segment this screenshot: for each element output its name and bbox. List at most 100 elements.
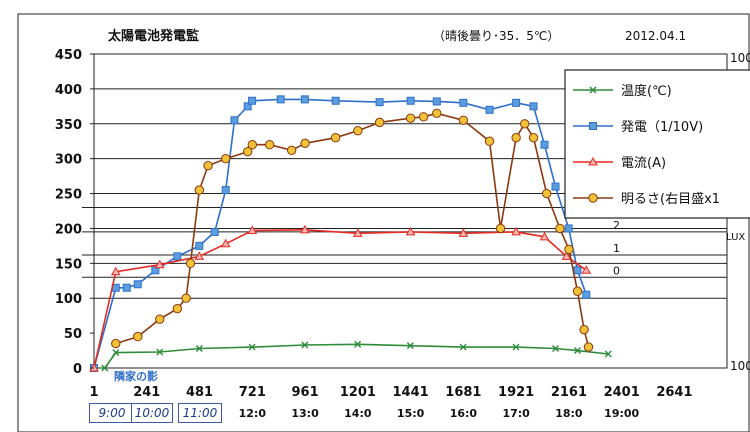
data-point [172, 303, 183, 314]
data-point [195, 241, 204, 250]
data-point [579, 324, 589, 335]
data-point [286, 145, 297, 155]
data-point [604, 350, 612, 358]
data-point [458, 115, 469, 125]
y-tick-label: 300 [55, 153, 82, 168]
x-axis: 1 241 481 721 961 1201 1441 1681 1921 2161 2401 264… [89, 385, 692, 420]
data-point [511, 226, 522, 236]
data-point [151, 266, 160, 275]
time-box-11: 11:00 [178, 403, 222, 423]
data-point [194, 185, 205, 195]
series-group [89, 95, 612, 372]
data-point [528, 133, 539, 143]
data-point [459, 343, 467, 351]
data-point [110, 266, 121, 276]
data-point [155, 314, 165, 324]
legend-item: 温度(℃) [573, 83, 672, 99]
data-point [540, 140, 549, 149]
series-line [115, 112, 590, 348]
data-point [101, 364, 109, 372]
data-point [301, 341, 309, 349]
data-point [564, 244, 574, 255]
time-box-10: 10:00 [131, 403, 173, 423]
x-tick-label: 2641 [656, 385, 692, 400]
data-point [458, 228, 469, 237]
data-point [582, 290, 591, 299]
y-tick-label: 450 [55, 48, 82, 63]
legend-marker [588, 193, 598, 203]
data-point [133, 280, 142, 289]
right-axis-label-lux: LUX [726, 232, 745, 243]
time-label: 14:0 [344, 407, 372, 420]
data-point [561, 251, 572, 260]
legend: 温度(℃) 発電（1/10V) 電流(A) 明るさ(右目盛x1 [564, 69, 750, 219]
data-point [330, 133, 341, 143]
y-tick-label: 250 [55, 188, 82, 203]
data-point [242, 146, 253, 157]
data-point [230, 116, 239, 125]
data-point [112, 349, 120, 357]
chart-title: 太陽電池発電監 [107, 28, 199, 44]
data-point [210, 227, 219, 236]
series [111, 108, 594, 352]
legend-marker [588, 156, 598, 166]
data-point [374, 117, 385, 128]
data-point [405, 113, 416, 123]
y-tick-label: 150 [55, 257, 82, 272]
data-point [133, 331, 143, 342]
reference-line-label: 2 [613, 219, 620, 232]
reference-line-label: 0 [613, 264, 620, 277]
x-tick-label: 721 [239, 385, 266, 400]
data-point [520, 119, 530, 129]
data-point [459, 98, 468, 107]
legend-box [564, 69, 750, 219]
series-line [93, 228, 587, 369]
data-point [432, 97, 441, 106]
data-point [406, 96, 415, 105]
time-label: 12:0 [239, 407, 267, 420]
right-axis-label-bottom: 100 [730, 359, 750, 373]
legend-label: 電流(A) [621, 156, 666, 171]
data-point [156, 348, 164, 356]
time-label: 17:0 [502, 407, 530, 420]
legend-label: 発電（1/10V) [621, 120, 703, 135]
data-point [276, 95, 285, 104]
data-point [122, 283, 131, 292]
y-tick-label: 100 [55, 292, 82, 307]
series [89, 224, 592, 372]
data-point [299, 224, 310, 234]
data-point [529, 102, 538, 111]
data-point [405, 226, 416, 236]
x-tick-label: 241 [133, 385, 160, 400]
data-point [583, 342, 594, 352]
legend-item: 電流(A) [573, 156, 666, 171]
data-point [511, 133, 521, 143]
series [90, 95, 591, 372]
legend-label: 明るさ(右目盛x1 [621, 192, 720, 207]
y-tick-label: 350 [55, 118, 82, 133]
legend-marker [589, 86, 597, 94]
data-point [552, 344, 559, 352]
data-point [375, 98, 384, 107]
data-point [111, 338, 121, 349]
data-point [221, 186, 230, 195]
x-tick-label: 961 [292, 385, 319, 400]
data-point [485, 105, 494, 114]
data-point [573, 347, 581, 355]
data-point [300, 138, 310, 149]
data-point [539, 231, 550, 241]
data-point [484, 136, 495, 146]
data-point [154, 259, 165, 269]
chart-condition: （晴後曇り･35．5℃） [433, 29, 559, 43]
legend-item: 明るさ(右目盛x1 [573, 192, 720, 207]
data-point [331, 96, 340, 105]
y-tick-label: 400 [55, 83, 82, 98]
data-point [248, 343, 256, 351]
data-point [352, 228, 363, 237]
x-tick-label: 2401 [604, 385, 640, 400]
data-point [555, 223, 565, 234]
data-point [185, 258, 196, 269]
reference-line-label: 1 [613, 242, 620, 255]
data-point [221, 153, 231, 164]
